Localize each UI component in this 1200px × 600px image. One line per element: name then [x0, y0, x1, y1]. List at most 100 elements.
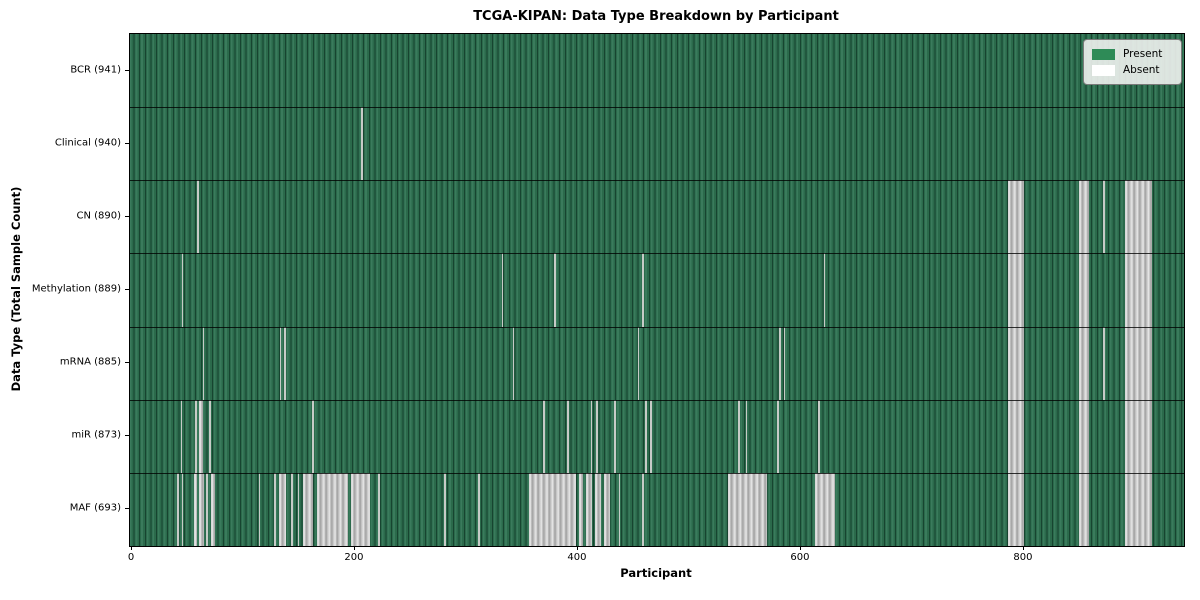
absent-band [1124, 253, 1152, 327]
absent-band [553, 253, 556, 327]
absent-band [202, 326, 205, 400]
y-tick-label: Methylation (889) [31, 283, 121, 295]
absent-band [595, 472, 601, 546]
absent-band [745, 399, 748, 473]
absent-band [618, 472, 621, 546]
x-axis-label: Participant [620, 566, 692, 580]
x-tick-mark [1022, 546, 1024, 550]
absent-band [199, 472, 204, 546]
absent-band [197, 180, 199, 254]
absent-band [1007, 326, 1025, 400]
row-separator [130, 107, 1184, 109]
row-separator [130, 253, 1184, 255]
y-tick-label: miR (873) [71, 429, 121, 441]
absent-band [316, 472, 348, 546]
absent-band [596, 399, 599, 473]
absent-band [614, 399, 616, 473]
absent-band [199, 399, 203, 473]
absent-band [290, 472, 293, 546]
absent-band [776, 399, 779, 473]
absent-band [727, 472, 767, 546]
absent-band [443, 472, 446, 546]
x-tick-mark [131, 546, 132, 550]
x-tick-mark [576, 546, 578, 550]
absent-band [818, 399, 820, 473]
absent-band [586, 472, 592, 546]
absent-band [1124, 399, 1152, 473]
absent-band [578, 472, 583, 546]
absent-band [501, 253, 504, 327]
absent-swatch-icon [1092, 64, 1115, 76]
x-tick-label: 600 [790, 552, 810, 563]
y-tick-label: CN (890) [76, 210, 121, 222]
absent-band [209, 399, 212, 473]
absent-band [1079, 253, 1090, 327]
absent-band [823, 253, 826, 327]
absent-band [284, 326, 286, 400]
absent-band [590, 399, 593, 473]
absent-band [1079, 472, 1090, 546]
legend: Present Absent [1083, 39, 1182, 85]
y-axis-label: Data Type (Total Sample Count) [9, 186, 23, 392]
x-tick-mark [353, 546, 355, 550]
row-separator [130, 399, 1184, 401]
y-tick-mark [125, 142, 129, 144]
absent-band [1007, 399, 1025, 473]
absent-band [814, 472, 835, 546]
absent-band [210, 472, 216, 546]
absent-band [180, 399, 183, 473]
y-tick-label: Clinical (940) [54, 137, 121, 149]
present-swatch-icon [1092, 48, 1115, 60]
y-tick-mark [125, 508, 129, 510]
absent-band [1079, 180, 1090, 254]
y-tick-mark [125, 435, 129, 437]
x-tick-label: 0 [127, 552, 135, 563]
row-separator [130, 326, 1184, 328]
absent-band [1007, 180, 1025, 254]
absent-band [258, 472, 261, 546]
absent-band [177, 472, 179, 546]
x-tick-label: 400 [567, 552, 587, 563]
x-tick-label: 200 [344, 552, 364, 563]
row-separator [130, 472, 1184, 474]
chart-title: TCGA-KIPAN: Data Type Breakdown by Parti… [473, 9, 839, 24]
absent-band [1079, 326, 1090, 400]
absent-band [604, 472, 610, 546]
absent-band [529, 472, 577, 546]
absent-band [206, 472, 209, 546]
absent-band [312, 399, 314, 473]
absent-band [361, 107, 363, 181]
plot-area [129, 33, 1185, 547]
legend-label-present: Present [1123, 48, 1163, 60]
absent-band [303, 472, 314, 546]
absent-band [1007, 253, 1025, 327]
absent-band [181, 472, 184, 546]
absent-band [567, 399, 570, 473]
y-tick-label: BCR (941) [70, 64, 121, 76]
absent-band [478, 472, 481, 546]
y-tick-mark [125, 215, 129, 217]
absent-band [649, 399, 652, 473]
legend-entry-absent: Absent [1092, 62, 1173, 78]
y-tick-mark [125, 289, 129, 290]
absent-band [351, 472, 371, 546]
absent-band [645, 399, 648, 473]
absent-band [783, 326, 786, 400]
legend-label-absent: Absent [1123, 64, 1160, 76]
absent-band [1102, 326, 1105, 400]
absent-band [279, 326, 282, 400]
absent-band [512, 326, 515, 400]
x-tick-label: 800 [1013, 552, 1033, 563]
y-tick-mark [125, 362, 129, 364]
absent-band [542, 399, 545, 473]
absent-band [377, 472, 380, 546]
absent-band [779, 326, 781, 400]
absent-band [297, 472, 300, 546]
y-tick-label: mRNA (885) [59, 356, 121, 368]
absent-band [1102, 180, 1105, 254]
absent-band [737, 399, 740, 473]
absent-band [1124, 472, 1152, 546]
absent-band [642, 253, 644, 327]
absent-band [278, 472, 287, 546]
